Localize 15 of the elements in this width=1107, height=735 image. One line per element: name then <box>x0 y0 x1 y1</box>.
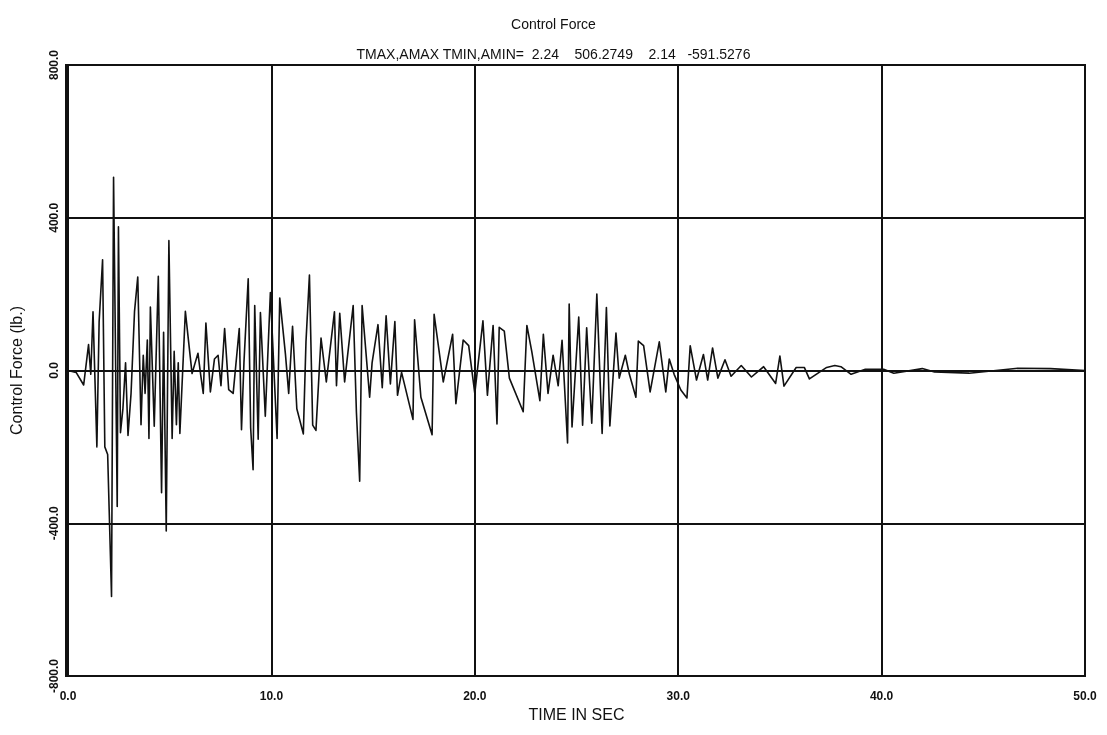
x-tick-label: 30.0 <box>666 689 691 703</box>
x-tick-label: 10.0 <box>259 689 284 703</box>
y-tick-label: 0.0 <box>47 361 61 379</box>
y-tick-label: -400.0 <box>47 505 61 541</box>
y-tick-label: 800.0 <box>47 49 61 81</box>
y-tick-label: -800.0 <box>47 658 61 694</box>
x-tick-label: 20.0 <box>463 689 487 703</box>
x-axis-title: TIME IN SEC <box>528 706 625 724</box>
chart-subtitle: TMAX,AMAX TMIN,AMIN= 2.24 506.2749 2.14 -591.5276 <box>356 46 751 62</box>
x-tick-label: 40.0 <box>869 689 894 703</box>
x-tick-label: 0.0 <box>59 689 77 703</box>
x-tick-label: 50.0 <box>1073 689 1097 703</box>
y-axis-title: Control Force (lb.) <box>7 306 25 435</box>
y-tick-label: 400.0 <box>47 202 61 233</box>
chart-title: Control Force <box>511 16 597 32</box>
